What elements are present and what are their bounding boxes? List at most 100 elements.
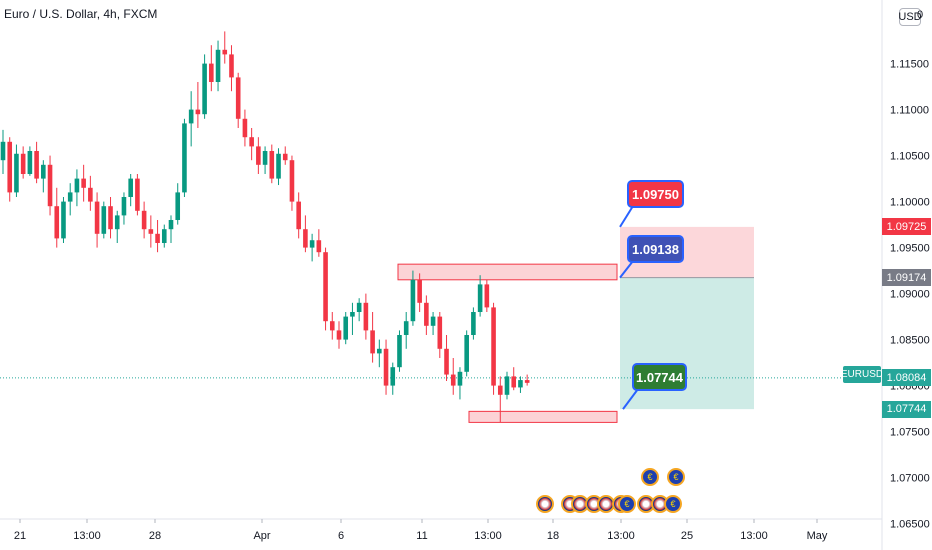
candle-body	[417, 279, 422, 303]
candle-body	[215, 49, 221, 82]
time-tick-label: Apr	[253, 530, 270, 542]
candle-body	[34, 151, 39, 179]
candle-body	[256, 146, 261, 165]
price-tick-label: 1.10500	[890, 151, 930, 163]
candle-body	[410, 279, 416, 322]
candle-body	[524, 380, 530, 383]
candle-body	[329, 321, 335, 331]
eu-flag-event-icon[interactable]: €	[664, 495, 682, 513]
candle-body	[114, 215, 120, 230]
us-flag-event-icon[interactable]	[536, 495, 554, 513]
candle-body	[135, 178, 140, 211]
candle-body	[262, 151, 268, 165]
time-tick-label: 13:00	[474, 530, 502, 542]
candle-body	[81, 178, 86, 188]
eu-flag-event-icon[interactable]: €	[618, 495, 636, 513]
time-tick-label: 13:00	[740, 530, 768, 542]
currency-button[interactable]: USD	[898, 8, 922, 26]
eu-flag-event-icon[interactable]: €	[641, 468, 659, 486]
price-tick-label: 1.07500	[890, 427, 930, 439]
eu-flag-event-icon[interactable]: €	[667, 468, 685, 486]
price-tick-label: 1.11000	[890, 105, 929, 117]
candle-body	[74, 178, 80, 193]
entry-callout[interactable]: 1.09138	[627, 235, 684, 263]
candle-body	[296, 201, 301, 230]
callout-pointer	[619, 260, 634, 279]
candle-body	[383, 348, 389, 386]
time-tick-label: 18	[547, 530, 559, 542]
candle-body	[195, 109, 201, 115]
candle-body	[67, 192, 73, 202]
candle-body	[303, 229, 308, 248]
candle-body	[141, 210, 147, 230]
candle-body	[276, 153, 281, 179]
currency-suffix: 0	[917, 9, 924, 21]
entry-price-tag: 1.09174	[882, 269, 931, 287]
candle-body	[229, 54, 234, 78]
candle-body	[242, 118, 248, 138]
stop-callout[interactable]: 1.09750	[627, 180, 684, 208]
candle-body	[397, 335, 402, 368]
candle-body	[61, 201, 66, 239]
candle-body	[343, 316, 349, 340]
candle-body	[390, 367, 396, 386]
resistance-zone	[397, 263, 618, 281]
symbol-tag: EURUSD	[841, 366, 883, 383]
candle-body	[269, 151, 275, 179]
time-tick-label: 13:00	[73, 530, 101, 542]
price-tick-label: 1.11500	[890, 59, 929, 71]
candle-body	[377, 348, 382, 354]
time-tick-label: 28	[149, 530, 161, 542]
candle-body	[249, 137, 254, 147]
candle-body	[484, 284, 490, 308]
symbol-title[interactable]: Euro / U.S. Dollar, 4h, FXCM	[4, 7, 158, 21]
candle-body	[161, 229, 167, 243]
candle-body	[14, 153, 19, 193]
candle-body	[128, 178, 133, 197]
candle-body	[0, 141, 6, 161]
candle-body	[182, 123, 187, 193]
time-tick-label: 25	[681, 530, 693, 542]
candle-body	[101, 206, 107, 234]
candle-body	[444, 348, 449, 375]
candle-body	[148, 229, 154, 234]
candle-body	[54, 206, 60, 239]
candle-body	[47, 164, 53, 207]
candle-body	[457, 371, 463, 386]
support-zone	[468, 410, 618, 423]
candle-body	[370, 330, 375, 354]
candle-body	[94, 201, 100, 234]
time-tick-label: 21	[14, 530, 26, 542]
price-tick-label: 1.06500	[890, 519, 930, 531]
candle-body	[88, 187, 93, 202]
candle-body	[7, 141, 13, 193]
candle-body	[464, 335, 469, 372]
target-callout[interactable]: 1.07744	[632, 363, 687, 391]
time-tick-label: 6	[338, 530, 344, 542]
time-tick-label: 13:00	[607, 530, 635, 542]
candle-body	[155, 233, 160, 243]
candle-body	[168, 220, 174, 230]
candle-body	[471, 312, 476, 335]
candle-body	[518, 380, 523, 388]
candle-body	[108, 206, 113, 230]
candle-body	[497, 385, 503, 395]
candle-body	[309, 240, 315, 248]
price-tick-label: 1.08500	[890, 335, 930, 347]
candle-body	[477, 284, 483, 312]
callout-pointer	[622, 388, 639, 410]
candle-body	[504, 376, 510, 395]
candle-body	[437, 316, 443, 349]
candle-body	[336, 330, 342, 340]
candle-body	[430, 316, 436, 326]
candle-body	[188, 109, 194, 124]
candle-body	[222, 49, 228, 55]
time-tick-label: May	[807, 530, 828, 542]
candle-body	[511, 376, 517, 388]
candle-body	[41, 164, 46, 179]
candle-body	[323, 252, 328, 322]
candle-body	[356, 302, 362, 312]
candle-body	[316, 240, 322, 253]
